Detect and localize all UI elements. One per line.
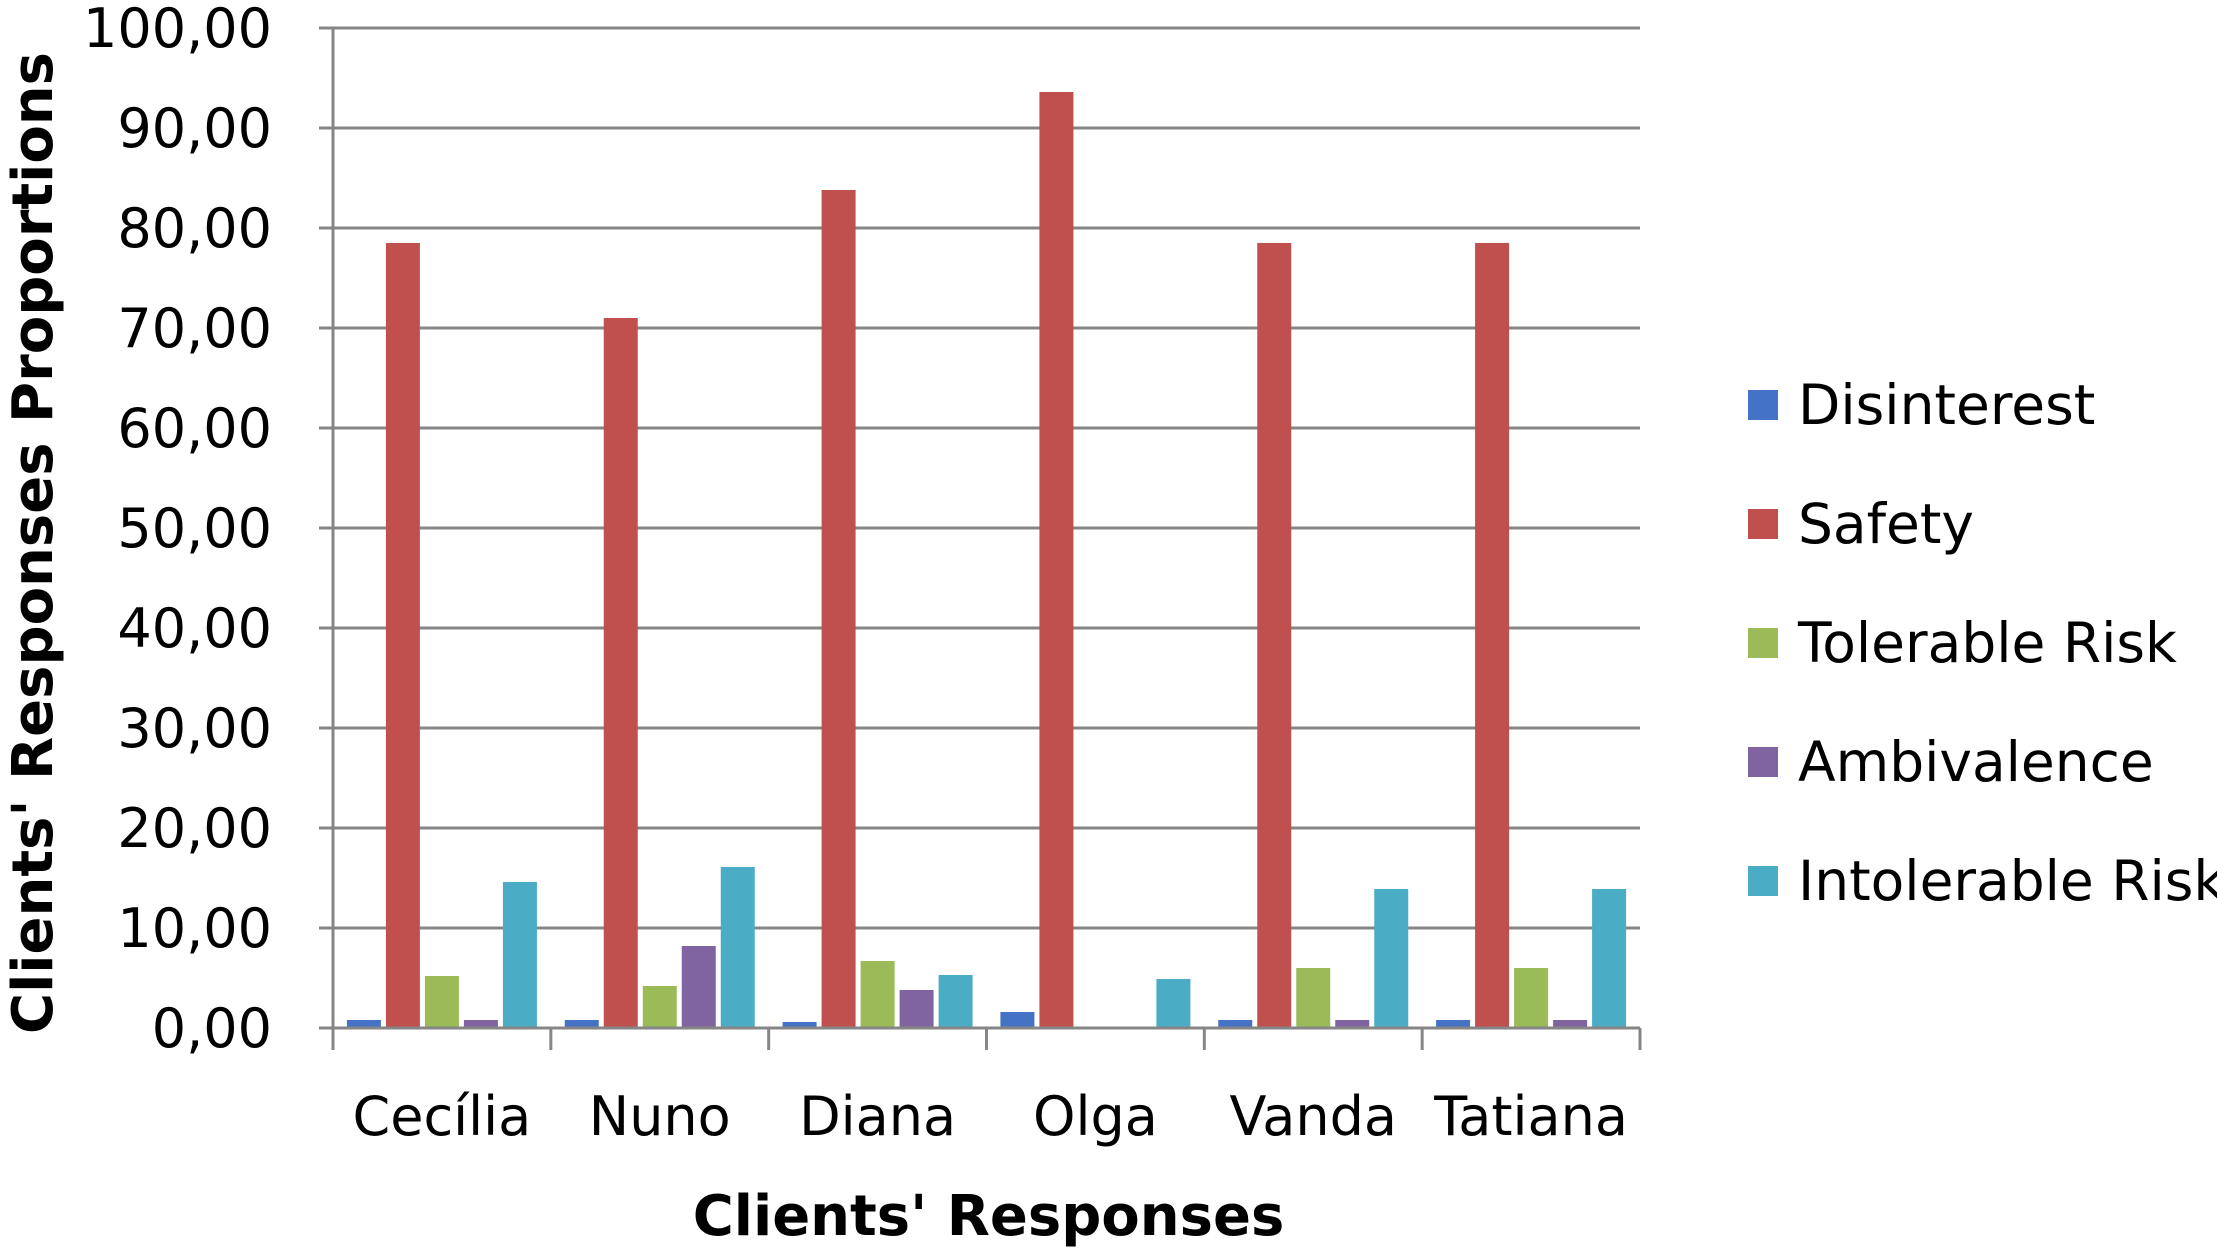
y-axis-title: Clients' Responses Proportions (1, 52, 66, 1034)
legend-swatch (1748, 628, 1778, 658)
bar-safety (1039, 92, 1074, 1028)
bar-intolerable-risk (938, 975, 973, 1028)
bar-ambivalence (899, 990, 934, 1028)
y-tick-label: 20,00 (117, 797, 272, 860)
x-tick-label: Diana (799, 1085, 956, 1148)
legend-label: Tolerable Risk (1797, 611, 2177, 675)
y-tick-label: 60,00 (117, 397, 272, 460)
bar-disinterest (1436, 1020, 1471, 1028)
x-tick-label: Tatiana (1433, 1085, 1628, 1148)
bar-tolerable-risk (860, 961, 895, 1028)
legend-swatch (1748, 866, 1778, 896)
y-tick-label: 40,00 (117, 597, 272, 660)
y-tick-label: 80,00 (117, 197, 272, 260)
bar-tolerable-risk (1514, 968, 1549, 1028)
bar-safety (821, 190, 856, 1028)
x-tick-label: Olga (1033, 1085, 1158, 1148)
legend-label: Ambivalence (1798, 730, 2154, 794)
legend-swatch (1748, 390, 1778, 420)
gridlines (319, 26, 1640, 930)
y-tick-label: 50,00 (117, 497, 272, 560)
bar-ambivalence (1335, 1020, 1370, 1028)
x-tick-label: Vanda (1230, 1085, 1397, 1148)
bar-intolerable-risk (1592, 889, 1627, 1028)
bar-disinterest (564, 1020, 599, 1028)
y-tick-label: 10,00 (117, 897, 272, 960)
bar-safety (1475, 243, 1510, 1028)
bar-tolerable-risk (642, 986, 677, 1028)
y-tick-label: 100,00 (83, 0, 272, 60)
x-tick-label: Cecília (353, 1085, 532, 1148)
bar-ambivalence (681, 946, 716, 1028)
bar-intolerable-risk (720, 867, 755, 1028)
legend-label: Intolerable Risk (1798, 849, 2217, 913)
bar-tolerable-risk (1296, 968, 1331, 1028)
x-axis-title: Clients' Responses (693, 1184, 1285, 1249)
y-tick-label: 90,00 (117, 97, 272, 160)
bar-intolerable-risk (1374, 889, 1409, 1028)
legend-label: Disinterest (1798, 373, 2095, 437)
bar-ambivalence (1553, 1020, 1588, 1028)
legend-label: Safety (1798, 492, 1974, 556)
legend-swatch (1748, 509, 1778, 539)
bar-tolerable-risk (424, 976, 459, 1028)
axes (319, 28, 1642, 1050)
bar-disinterest (346, 1020, 381, 1028)
bar-safety (385, 243, 420, 1028)
legend: Disinterest Safety Tolerable Risk Ambivalen… (1748, 373, 2217, 913)
bar-intolerable-risk (1156, 979, 1191, 1028)
x-tick-labels: Cecília Nuno Diana Olga Vanda Tatiana (353, 1085, 1628, 1148)
bar-disinterest (1218, 1020, 1253, 1028)
bar-intolerable-risk (502, 882, 537, 1028)
y-tick-label: 0,00 (152, 997, 272, 1060)
y-tick-label: 30,00 (117, 697, 272, 760)
bars (346, 92, 1627, 1028)
bar-safety (603, 318, 638, 1028)
y-tick-labels: 0,00 10,00 20,00 30,00 40,00 50,00 60,00 70,00 8… (83, 0, 272, 1060)
x-tick-label: Nuno (589, 1085, 731, 1148)
bar-disinterest (1000, 1012, 1035, 1028)
bar-ambivalence (463, 1020, 498, 1028)
y-tick-label: 70,00 (117, 297, 272, 360)
bar-safety (1257, 243, 1292, 1028)
legend-swatch (1748, 747, 1778, 777)
bar-disinterest (782, 1022, 817, 1028)
